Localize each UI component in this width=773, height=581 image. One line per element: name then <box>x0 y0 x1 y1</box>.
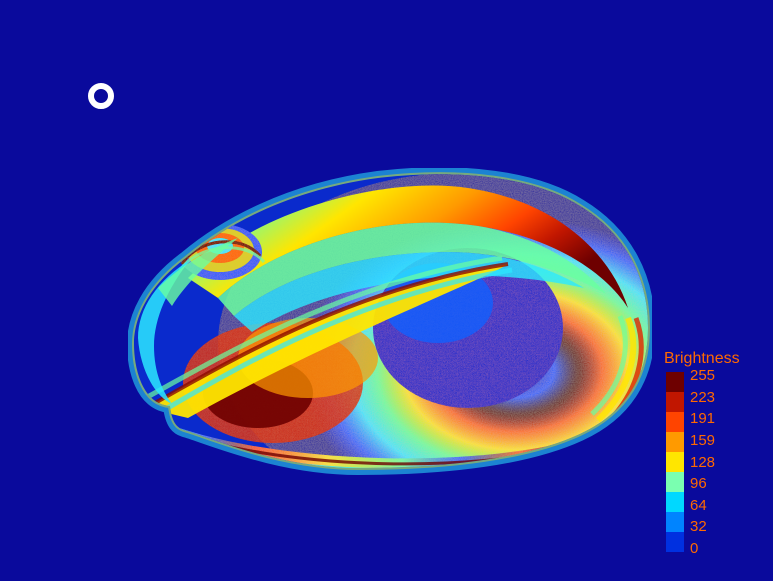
legend-tick-label: 223 <box>690 390 715 405</box>
legend-segment <box>666 412 684 432</box>
legend-segment <box>666 452 684 472</box>
legend-tick-label: 128 <box>690 455 715 470</box>
legend-tick-label: 64 <box>690 498 715 513</box>
legend-segment <box>666 372 684 392</box>
legend-tick-label: 96 <box>690 476 715 491</box>
legend-tick-label: 191 <box>690 411 715 426</box>
legend-tick-label: 255 <box>690 368 715 383</box>
legend-segment <box>666 432 684 452</box>
legend-segment <box>666 472 684 492</box>
legend-segment <box>666 512 684 532</box>
heatmap-subject <box>128 168 652 478</box>
legend-labels: 255 223 191 159 128 96 64 32 0 <box>690 368 715 556</box>
legend-tick-label: 0 <box>690 541 715 556</box>
marker-ring <box>88 83 114 109</box>
legend-tick-label: 159 <box>690 433 715 448</box>
legend-segment <box>666 532 684 552</box>
legend-title: Brightness <box>664 350 740 368</box>
legend-segment <box>666 392 684 412</box>
legend-colorbar <box>666 372 684 552</box>
legend-segment <box>666 492 684 512</box>
legend-tick-label: 32 <box>690 519 715 534</box>
visualization-canvas: Brightness 255 223 191 159 128 96 64 32 0 <box>0 0 773 581</box>
